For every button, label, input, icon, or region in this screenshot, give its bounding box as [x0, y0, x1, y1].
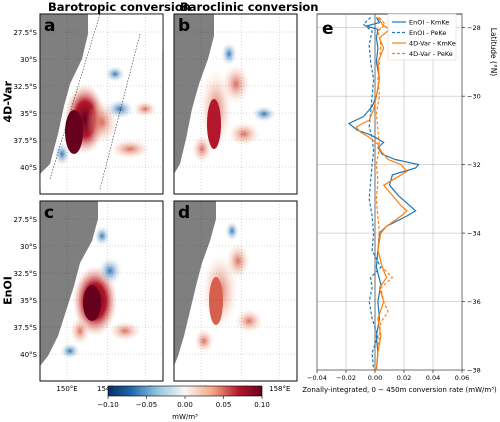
y-tick-label: −38: [467, 367, 481, 375]
map-ytick-label: 27.5°S: [13, 29, 37, 37]
map-xtick-label: 150°E: [56, 385, 77, 393]
map-xtick-label: 158°E: [269, 385, 290, 393]
map-panels: [39, 13, 298, 382]
row-label-4dvar: 4D-Var: [1, 80, 15, 123]
x-tick-label: −0.04: [307, 374, 327, 382]
map-ytick-label: 35°S: [20, 110, 37, 118]
map-panel-d: [173, 200, 298, 382]
series-line-enoi-kmke: [347, 17, 420, 371]
land-mass: [40, 14, 88, 174]
map-panel-c: [39, 200, 164, 382]
map-ytick-label: 37.5°S: [13, 324, 37, 332]
legend-label: 4D-Var - KmKe: [409, 40, 456, 48]
map-xtick-label: 154°E: [97, 385, 118, 393]
y-tick-label: −32: [467, 161, 481, 169]
map-panel-a: [39, 13, 164, 195]
panel-letter-a: a: [44, 16, 55, 36]
map-ytick-label: 32.5°S: [13, 83, 37, 91]
colorbar: −0.10 −0.05 0.00 0.05 0.10 mW/m³: [97, 385, 270, 421]
map-ytick-label: 30°S: [20, 56, 37, 64]
land-mass: [40, 201, 98, 366]
colorbar-tick-label: −0.10: [97, 401, 118, 409]
map-axes: 27.5°S 30°S 32.5°S 35°S 37.5°S 40°S 27.5°S 30°S…: [13, 14, 297, 393]
panel-letter-b: b: [178, 16, 190, 36]
y-tick-label: −28: [467, 24, 481, 32]
colorbar-tick-label: 0.05: [216, 401, 232, 409]
y-axis-ticks: −28 −30 −32 −34 −36 −38: [462, 24, 481, 375]
series-line-enoi-peke: [362, 16, 382, 371]
x-tick-label: −0.02: [336, 374, 356, 382]
colorbar-tick-label: 0.10: [254, 401, 270, 409]
x-tick-label: 0.04: [426, 374, 440, 382]
y-axis-label: Latitude (°N): [489, 28, 498, 77]
land-mass: [174, 14, 214, 174]
colorbar-gradient: [107, 385, 263, 397]
map-ytick-label: 32.5°S: [13, 270, 37, 278]
colorbar-tick-label: −0.05: [136, 401, 157, 409]
map-ytick-label: 40°S: [20, 164, 37, 172]
row-label-enoi: EnOI: [1, 276, 15, 305]
map-ytick-label: 40°S: [20, 351, 37, 359]
land-mass: [174, 201, 216, 366]
legend-label: EnOI - KmKe: [409, 19, 449, 27]
panel-letter-c: c: [44, 203, 54, 223]
colorbar-label: mW/m³: [172, 413, 198, 421]
chart-legend: EnOI - KmKe EnOI - PeKe 4D-Var - KmKe 4D-Va…: [387, 13, 457, 61]
x-axis-ticks: −0.04 −0.02 0.00 0.02 0.04 0.06: [307, 370, 469, 382]
map-ytick-label: 30°S: [20, 243, 37, 251]
y-tick-label: −30: [467, 93, 481, 101]
x-tick-label: 0.00: [368, 374, 382, 382]
column-title-barotropic: Barotropic conversion: [48, 0, 191, 14]
colorbar-tick-label: 0.00: [177, 401, 193, 409]
x-tick-label: 0.06: [455, 374, 469, 382]
y-tick-label: −36: [467, 298, 481, 306]
map-panel-b: [173, 13, 298, 195]
line-chart-e: −0.04 −0.02 0.00 0.02 0.04 0.06 −28−30−32−34−…: [302, 13, 498, 394]
y-tick-label: −34: [467, 230, 481, 238]
legend-label: EnOI - PeKe: [409, 29, 446, 37]
map-ytick-label: 27.5°S: [13, 216, 37, 224]
map-ytick-label: 37.5°S: [13, 137, 37, 145]
chart-series: [347, 16, 420, 371]
column-title-baroclinic: Baroclinic conversion: [180, 0, 319, 14]
x-axis-label: Zonally-integrated, 0 − 450m conversion …: [302, 386, 497, 394]
panel-letter-e: e: [322, 19, 334, 39]
map-ytick-label: 35°S: [20, 297, 37, 305]
x-tick-label: 0.02: [397, 374, 411, 382]
panel-letter-d: d: [178, 203, 190, 223]
legend-label: 4D-Var - PeKe: [409, 50, 453, 58]
series-line-4d-var-peke: [375, 17, 394, 371]
